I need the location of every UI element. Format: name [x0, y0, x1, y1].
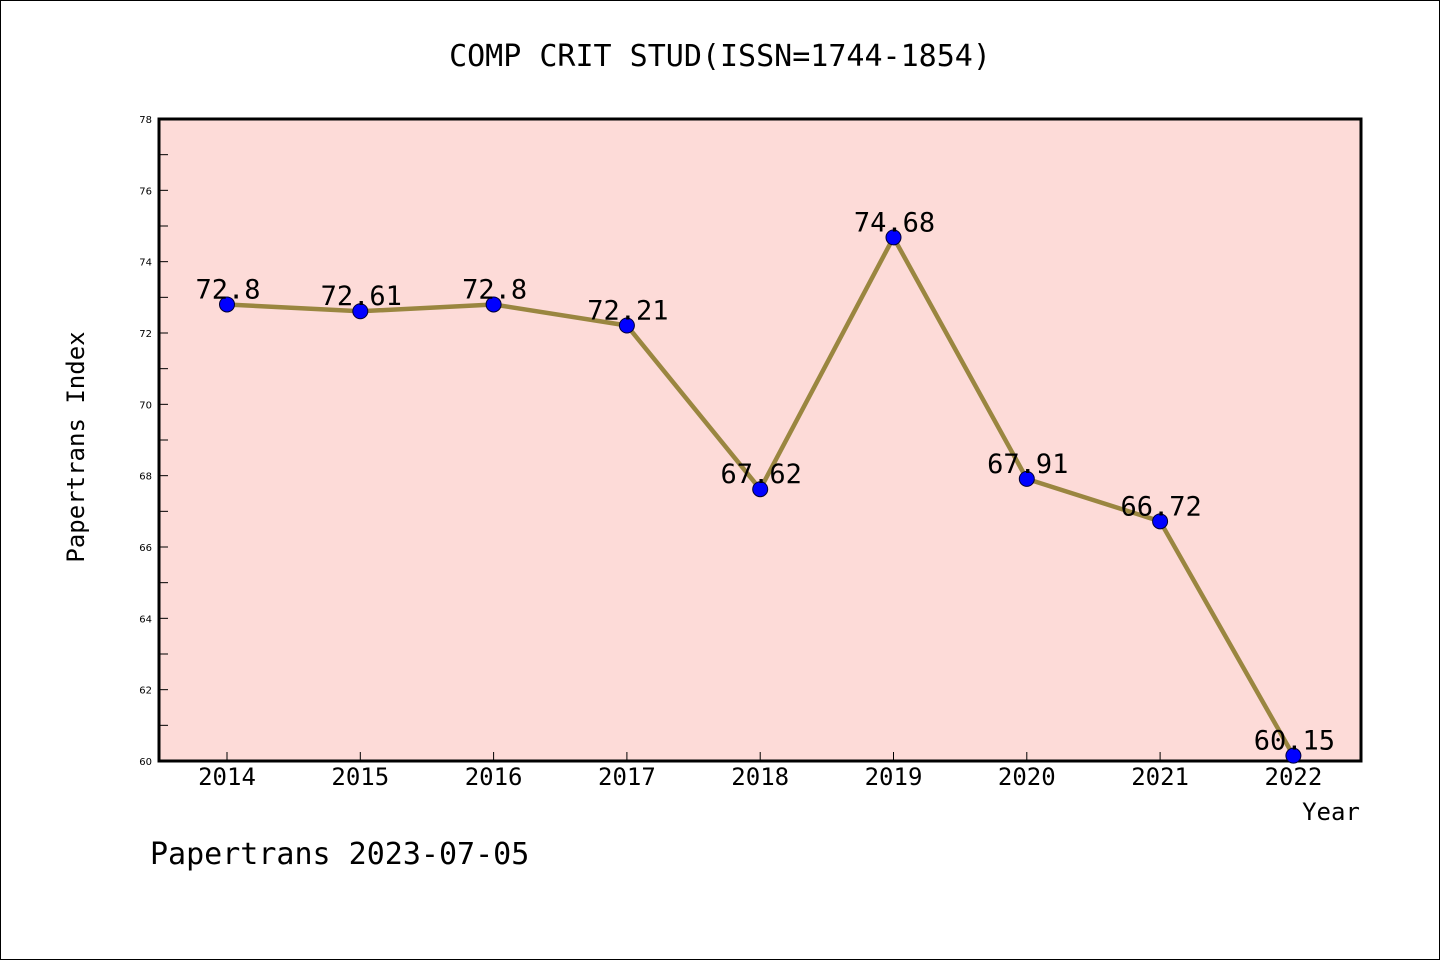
- data-labels: 72.8 72.61 72.8 72.21 67.62 74.68 67.91 66.72 60…: [195, 207, 1335, 756]
- data-label: 72.8: [462, 274, 527, 305]
- footer-text: Papertrans 2023-07-05: [150, 837, 529, 872]
- data-point: [219, 296, 235, 313]
- x-tick-label: 2021: [1131, 763, 1189, 791]
- x-tick-label: 2018: [731, 763, 789, 791]
- x-tick-label: 2016: [465, 763, 523, 791]
- y-tick-label: 70: [139, 400, 152, 411]
- y-tick-label: 74: [139, 258, 152, 269]
- data-label: 72.8: [195, 274, 260, 305]
- data-label: 67.91: [987, 449, 1068, 480]
- chart-title: COMP CRIT STUD(ISSN=1744-1854): [449, 39, 991, 74]
- x-tick-label: 2019: [865, 763, 923, 791]
- y-axis-label: Papertrans Index: [62, 331, 90, 562]
- data-label: 67.62: [721, 459, 802, 490]
- data-point: [1018, 470, 1035, 487]
- series-papertrans-index: [219, 229, 1302, 764]
- y-tick-label: 72: [139, 329, 152, 340]
- y-tick-label: 64: [139, 614, 152, 625]
- y-axis: 60 62 64 66 68 70 72 74 76 78: [139, 115, 168, 768]
- data-point: [618, 317, 635, 334]
- y-tick-label: 62: [139, 686, 152, 697]
- y-tick-label: 68: [139, 472, 152, 483]
- x-axis-label: Year: [1302, 798, 1360, 826]
- data-label: 60.15: [1254, 726, 1335, 757]
- y-tick-label: 66: [139, 543, 152, 554]
- x-tick-label: 2014: [198, 763, 256, 791]
- data-point: [1285, 747, 1302, 764]
- x-tick-label: 2015: [331, 763, 389, 791]
- y-tick-label: 60: [139, 757, 152, 768]
- data-point: [352, 303, 369, 320]
- y-tick-label: 78: [139, 115, 152, 126]
- data-label: 74.68: [854, 207, 935, 238]
- data-label: 72.21: [587, 296, 668, 327]
- x-tick-label: 2022: [1265, 763, 1323, 791]
- x-tick-label: 2020: [998, 763, 1056, 791]
- x-axis: 2014 2015 2016 2017 2018 2019 2020 2021 2022: [198, 752, 1322, 791]
- y-tick-label: 76: [139, 186, 152, 197]
- x-tick-label: 2017: [598, 763, 656, 791]
- data-point: [752, 481, 769, 498]
- data-point: [1152, 513, 1169, 530]
- data-point: [885, 229, 902, 246]
- data-point: [485, 296, 502, 313]
- data-label: 66.72: [1120, 491, 1201, 522]
- plot-area: [157, 117, 1363, 763]
- data-label: 72.61: [321, 281, 402, 312]
